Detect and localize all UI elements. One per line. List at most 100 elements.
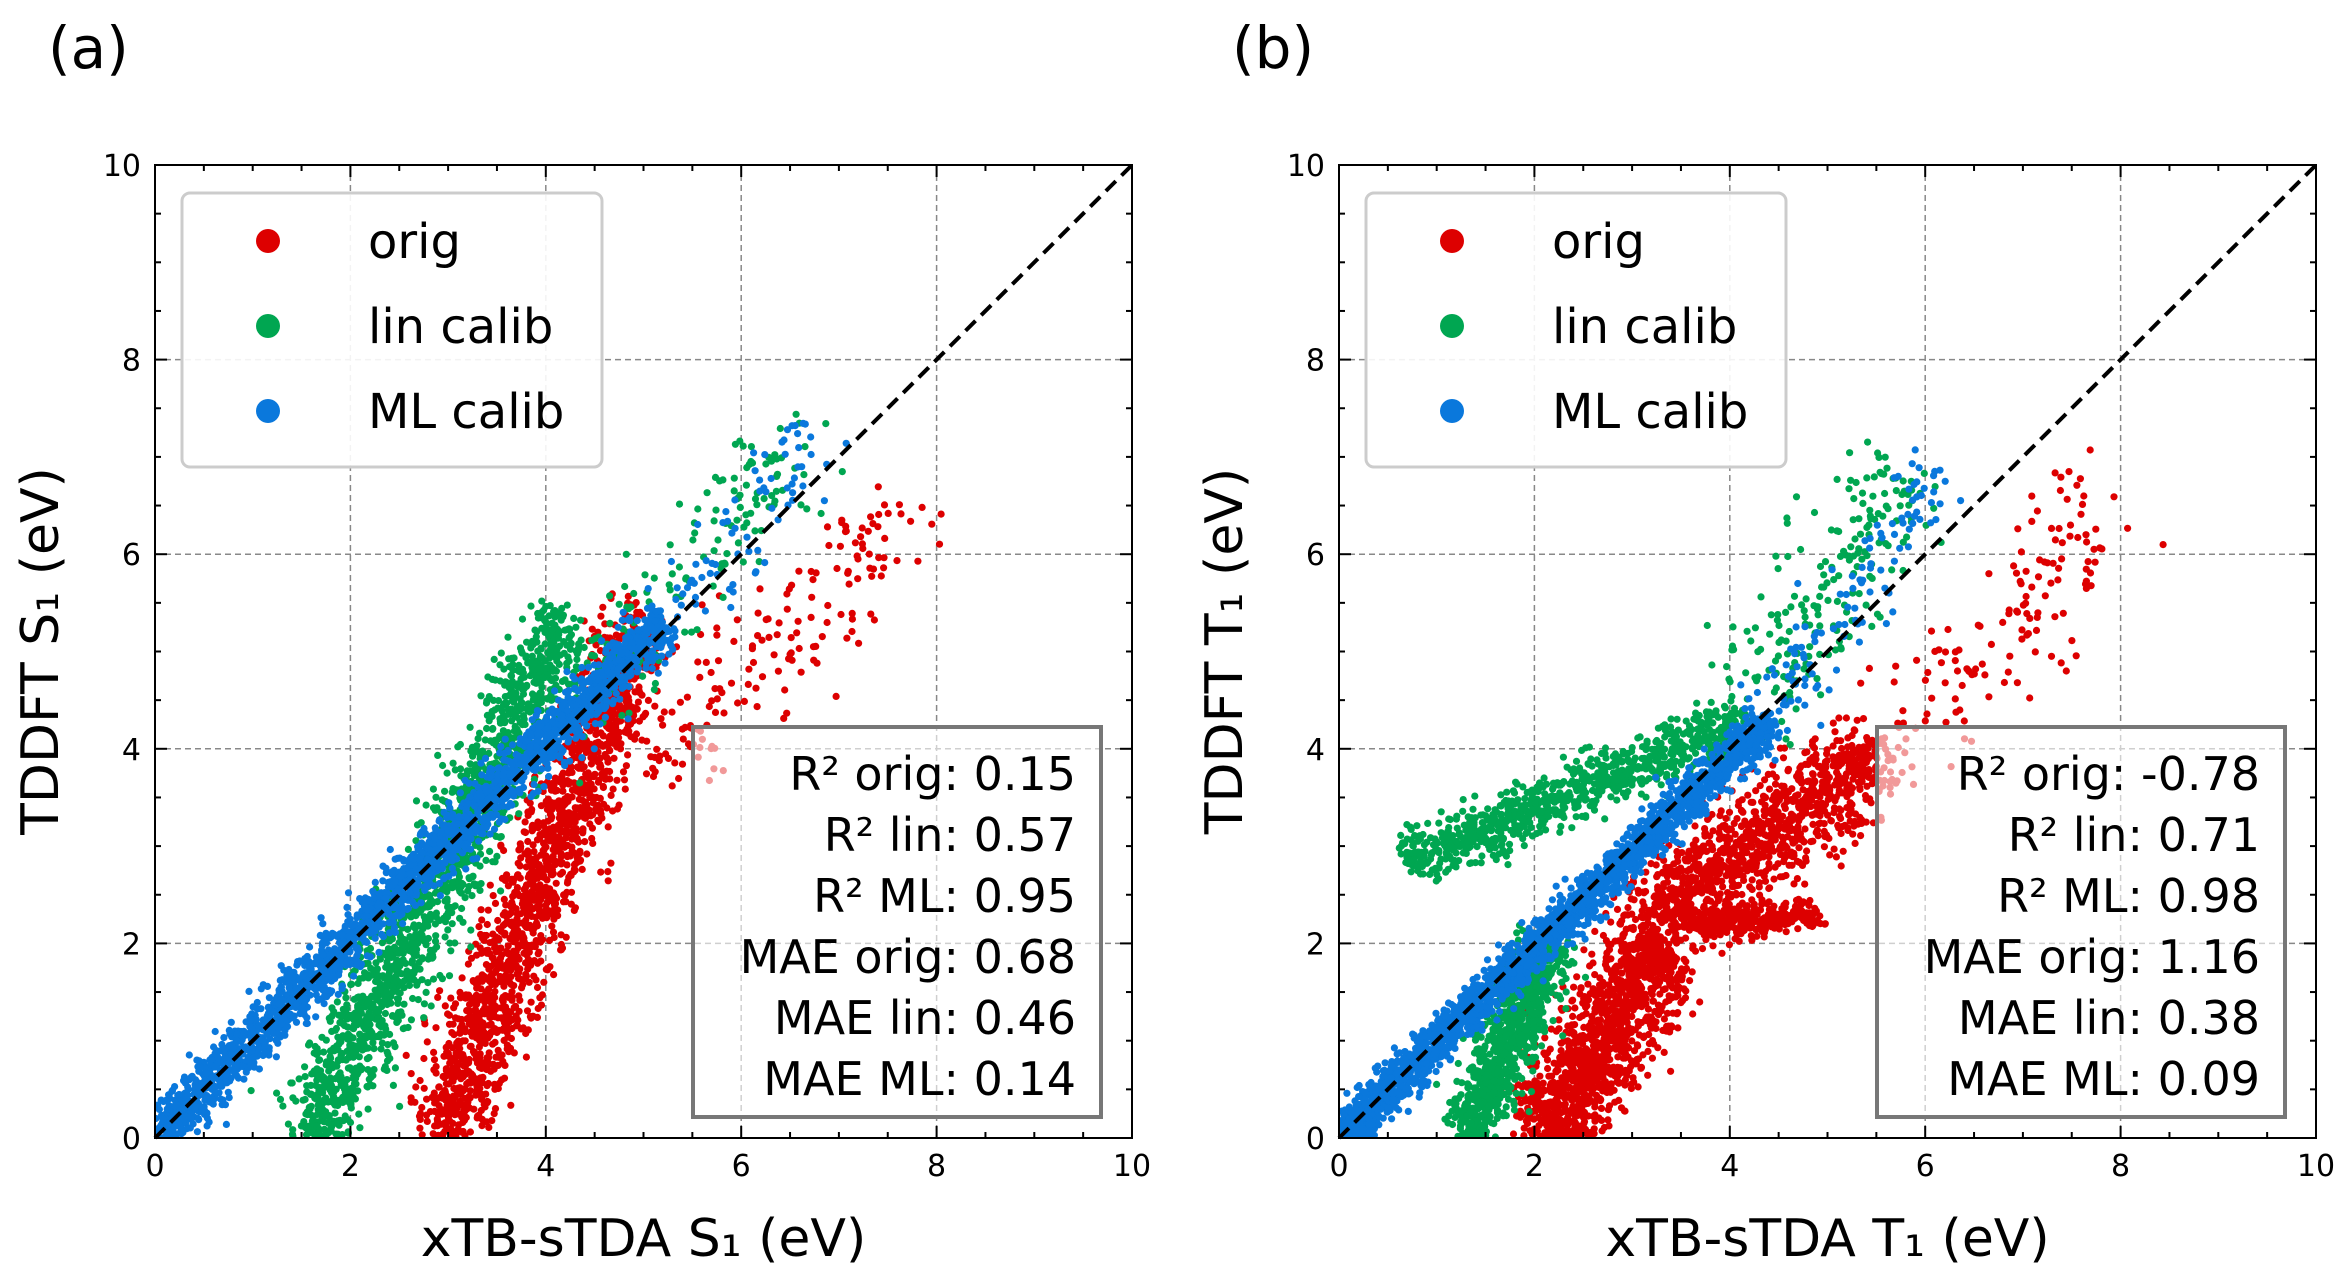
point bbox=[858, 524, 866, 532]
point bbox=[486, 847, 494, 856]
point bbox=[307, 1111, 315, 1119]
point bbox=[561, 892, 569, 900]
point bbox=[359, 992, 367, 1000]
point bbox=[551, 861, 559, 869]
point bbox=[404, 925, 412, 934]
point bbox=[450, 1084, 458, 1093]
point bbox=[518, 615, 527, 623]
point bbox=[337, 1051, 345, 1059]
point bbox=[435, 1083, 443, 1091]
point bbox=[489, 990, 498, 999]
point bbox=[542, 965, 550, 974]
point bbox=[742, 511, 750, 519]
point bbox=[482, 947, 490, 955]
point bbox=[575, 838, 583, 846]
point bbox=[868, 572, 876, 580]
point bbox=[877, 572, 885, 580]
point bbox=[522, 863, 531, 871]
point bbox=[613, 742, 621, 750]
point bbox=[418, 954, 426, 962]
point bbox=[651, 768, 659, 776]
point bbox=[614, 623, 622, 631]
point bbox=[563, 626, 571, 634]
point bbox=[851, 539, 860, 547]
point bbox=[506, 681, 514, 690]
point bbox=[612, 731, 620, 739]
point bbox=[639, 672, 647, 680]
point bbox=[458, 1015, 466, 1024]
point bbox=[320, 1048, 328, 1056]
point bbox=[424, 979, 432, 987]
point bbox=[265, 994, 273, 1002]
point bbox=[528, 659, 536, 667]
point bbox=[449, 1077, 457, 1085]
point bbox=[416, 1076, 424, 1085]
point bbox=[562, 933, 570, 941]
point bbox=[661, 659, 669, 667]
point bbox=[823, 523, 832, 531]
point bbox=[522, 923, 531, 931]
point bbox=[475, 1043, 483, 1051]
point bbox=[854, 575, 862, 583]
point bbox=[469, 1047, 477, 1056]
point bbox=[576, 789, 584, 797]
point bbox=[488, 725, 497, 733]
point bbox=[743, 519, 751, 527]
point bbox=[470, 1017, 478, 1025]
point bbox=[509, 660, 517, 669]
point bbox=[492, 960, 501, 968]
point bbox=[388, 934, 396, 942]
point bbox=[519, 783, 528, 792]
point bbox=[363, 1055, 371, 1063]
point bbox=[412, 1083, 420, 1091]
point bbox=[338, 1011, 347, 1019]
point bbox=[423, 1095, 431, 1103]
point bbox=[599, 732, 608, 740]
point bbox=[512, 905, 520, 913]
point bbox=[563, 601, 571, 609]
point bbox=[356, 1030, 364, 1038]
point bbox=[350, 972, 358, 980]
point bbox=[893, 557, 901, 565]
point bbox=[304, 1041, 313, 1049]
point bbox=[402, 1051, 410, 1059]
point bbox=[540, 783, 548, 791]
point bbox=[671, 627, 679, 635]
point bbox=[586, 794, 594, 802]
point bbox=[604, 868, 612, 876]
point bbox=[481, 736, 489, 744]
point bbox=[494, 1061, 502, 1069]
point bbox=[320, 1118, 328, 1126]
point bbox=[364, 1019, 372, 1027]
point bbox=[335, 1071, 343, 1079]
point bbox=[354, 1002, 362, 1010]
point bbox=[448, 884, 456, 892]
point bbox=[448, 878, 456, 887]
point bbox=[409, 940, 417, 948]
point bbox=[710, 547, 718, 555]
point bbox=[641, 571, 649, 579]
point bbox=[426, 912, 435, 920]
point bbox=[519, 935, 527, 943]
point bbox=[588, 651, 596, 659]
point bbox=[327, 1054, 335, 1062]
point bbox=[277, 962, 285, 970]
point bbox=[520, 828, 528, 836]
point bbox=[825, 541, 833, 550]
point bbox=[596, 760, 604, 768]
point bbox=[853, 552, 861, 560]
point bbox=[378, 939, 386, 947]
point bbox=[415, 1112, 424, 1120]
point bbox=[486, 881, 494, 889]
point bbox=[628, 639, 637, 647]
point bbox=[606, 592, 614, 600]
point bbox=[745, 665, 753, 673]
point bbox=[494, 916, 502, 925]
point bbox=[322, 1133, 330, 1138]
point bbox=[487, 1007, 495, 1015]
point bbox=[584, 663, 593, 672]
point bbox=[382, 990, 390, 998]
point bbox=[848, 627, 856, 636]
point bbox=[536, 938, 545, 946]
point bbox=[465, 1000, 474, 1009]
